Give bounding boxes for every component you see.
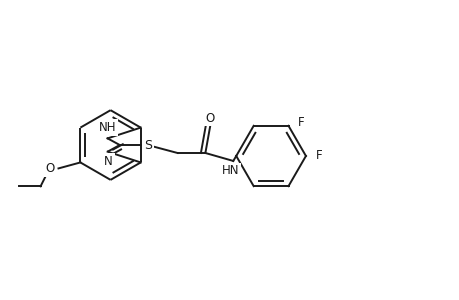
Text: O: O xyxy=(205,112,214,124)
Text: HN: HN xyxy=(221,164,239,177)
Text: S: S xyxy=(143,139,151,152)
Text: F: F xyxy=(315,149,321,163)
Text: NH: NH xyxy=(99,121,116,134)
Text: F: F xyxy=(297,116,304,129)
Text: N: N xyxy=(104,155,113,168)
Text: O: O xyxy=(45,162,54,175)
